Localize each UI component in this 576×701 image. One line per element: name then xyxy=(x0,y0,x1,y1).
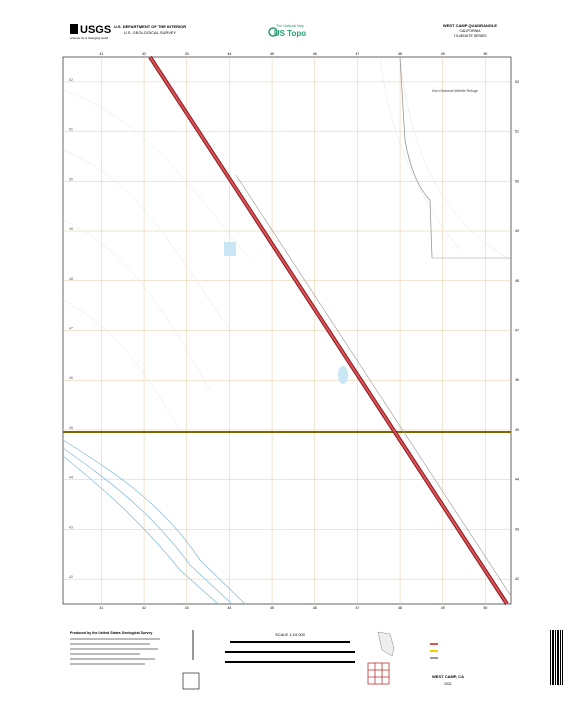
tick-label: 51 xyxy=(515,130,519,134)
highway xyxy=(149,56,508,605)
tick-label: 47 xyxy=(355,606,359,610)
tick-label: 52 xyxy=(69,78,73,82)
tick-label: 49 xyxy=(441,606,445,610)
tagline: science for a changing world xyxy=(70,36,108,40)
tick-label: 49 xyxy=(441,52,445,56)
tick-label: 45 xyxy=(69,426,73,430)
series: 7.5-MINUTE SERIES xyxy=(453,34,487,38)
quad-title: WEST CAMP QUADRANGLE xyxy=(443,23,497,28)
pond xyxy=(224,242,236,256)
usgs-logo: USGS xyxy=(80,24,111,36)
tick-label: 42 xyxy=(69,575,73,579)
place-label: Kern National Wildlife Refuge xyxy=(432,89,478,93)
tick-label: 48 xyxy=(398,606,402,610)
national-map: The National Map xyxy=(276,24,304,28)
quad-index xyxy=(367,662,390,685)
tick-label: 50 xyxy=(69,177,73,181)
tick-label: 47 xyxy=(69,327,73,331)
tick-label: 45 xyxy=(270,52,274,56)
tick-label: 46 xyxy=(515,378,519,382)
legend-road-classes xyxy=(430,643,438,659)
tick-label: 43 xyxy=(185,52,189,56)
tick-label: 45 xyxy=(270,606,274,610)
year: 2021 xyxy=(444,682,452,686)
usgs-mark xyxy=(70,24,78,34)
scale: SCALE 1:24 000 xyxy=(275,632,306,637)
map-body: Kern National Wildlife Refuge xyxy=(62,55,512,606)
tick-label: 49 xyxy=(515,229,519,233)
tick-label: 50 xyxy=(515,179,519,183)
tick-label: 44 xyxy=(227,52,231,56)
tick-label: 46 xyxy=(313,606,317,610)
tick-label: 41 xyxy=(99,606,103,610)
tick-label: 42 xyxy=(515,577,519,581)
tick-label: 48 xyxy=(69,277,73,281)
tick-label: 50 xyxy=(483,606,487,610)
topo-icon xyxy=(268,27,278,37)
tick-label: 46 xyxy=(313,52,317,56)
tick-label: 51 xyxy=(69,128,73,132)
producer: Produced by the United States Geological… xyxy=(70,631,152,635)
frontage-road xyxy=(235,174,512,597)
tick-label: 42 xyxy=(142,52,146,56)
contours xyxy=(62,56,512,431)
tick-label: 42 xyxy=(142,606,146,610)
credits xyxy=(70,638,160,665)
tick-label: 41 xyxy=(99,52,103,56)
declination-box xyxy=(182,672,200,690)
tick-label: 50 xyxy=(483,52,487,56)
tick-label: 48 xyxy=(398,52,402,56)
tick-label: 52 xyxy=(515,80,519,84)
scale-bars xyxy=(225,641,355,663)
road xyxy=(399,56,433,259)
pond xyxy=(338,366,348,384)
tick-label: 43 xyxy=(69,525,73,529)
tick-label: 47 xyxy=(355,52,359,56)
quad-name: WEST CAMP, CA xyxy=(432,674,464,679)
tick-label: 43 xyxy=(185,606,189,610)
canal xyxy=(62,439,246,605)
state: CALIFORNIA xyxy=(459,29,481,33)
tick-label: 47 xyxy=(515,329,519,333)
tick-label: 44 xyxy=(515,478,519,482)
tick-label: 49 xyxy=(69,227,73,231)
survey: U.S. GEOLOGICAL SURVEY xyxy=(124,30,177,35)
tick-label: 48 xyxy=(515,279,519,283)
tick-label: 44 xyxy=(227,606,231,610)
state-inset xyxy=(377,631,395,657)
tick-label: 45 xyxy=(515,428,519,432)
barcode xyxy=(550,630,563,685)
tick-label: 43 xyxy=(515,527,519,531)
tick-label: 46 xyxy=(69,376,73,380)
grid xyxy=(63,57,511,604)
tick-label: 44 xyxy=(69,476,73,480)
agency: U.S. DEPARTMENT OF THE INTERIOR xyxy=(114,24,186,29)
product: US Topo xyxy=(274,29,306,38)
